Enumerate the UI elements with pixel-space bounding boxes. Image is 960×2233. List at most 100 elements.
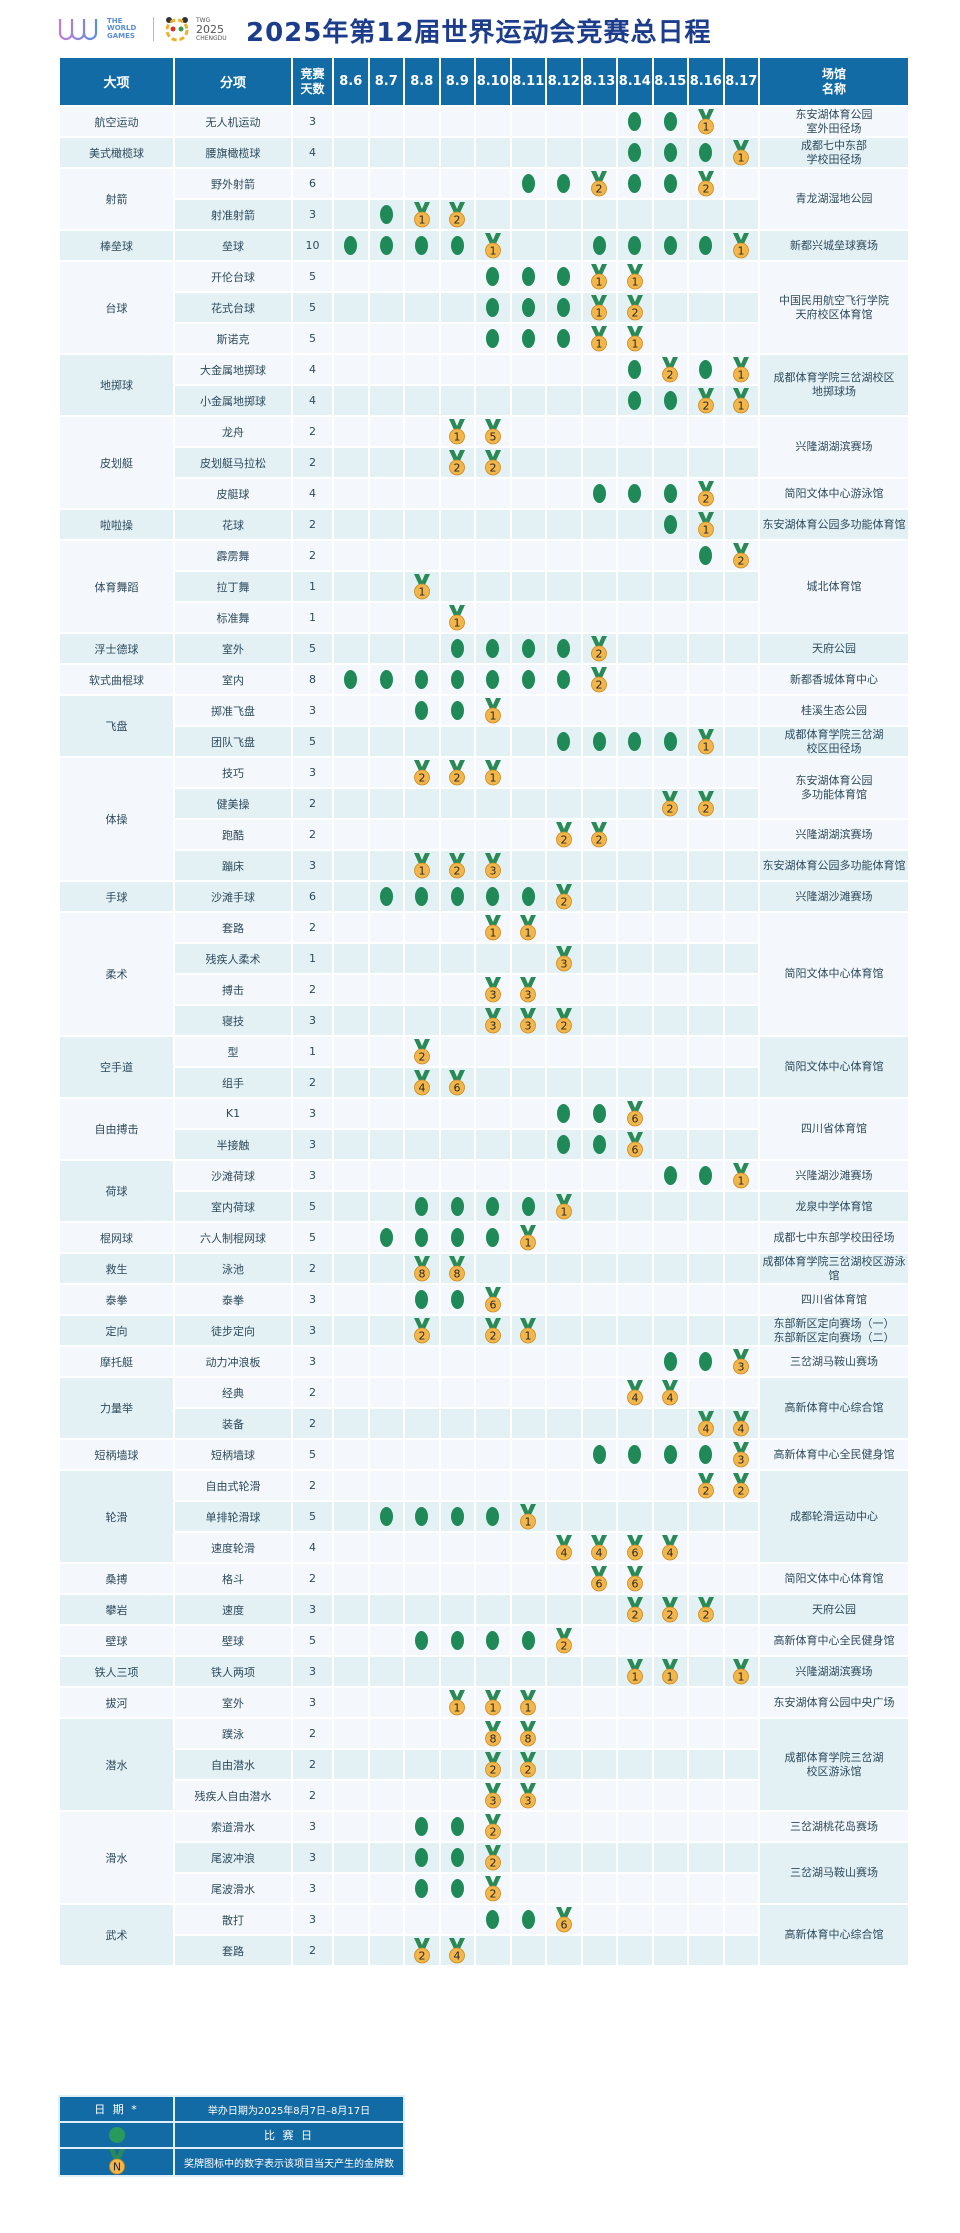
date-cell: [722, 477, 760, 510]
discipline-cell: 沙滩荷球: [173, 1159, 293, 1192]
date-cell: [580, 880, 618, 913]
competition-days-cell: 2: [291, 1469, 334, 1502]
date-cell: [403, 911, 441, 944]
discipline-cell: 小金属地掷球: [173, 384, 293, 417]
date-cell: [545, 322, 583, 355]
date-cell: [616, 880, 654, 913]
date-cell: [722, 1221, 760, 1254]
date-cell: [580, 756, 618, 789]
date-cell: [474, 1903, 512, 1936]
venue-cell: 东部新区定向赛场（一） 东部新区定向赛场（二）: [758, 1314, 910, 1347]
date-cell: [438, 508, 476, 541]
date-cell: [438, 818, 476, 851]
date-cell: [438, 229, 476, 262]
date-cell: [545, 136, 583, 169]
date-cell: [509, 1283, 547, 1316]
date-cell: [580, 1252, 618, 1285]
date-cell: [616, 942, 654, 975]
date-cell: [367, 1500, 405, 1533]
col-header-group: 大项: [58, 56, 175, 107]
venue-cell: 天府公园: [758, 1593, 910, 1626]
legend-row-medal: N 奖牌图标中的数字表示该项目当天产生的金牌数: [58, 2147, 405, 2177]
match-day-dot-icon: [108, 2127, 125, 2143]
date-cell: [687, 446, 725, 479]
venue-cell: 简阳文体中心体育馆: [758, 911, 910, 1037]
match-day-dot-icon: [450, 1817, 464, 1836]
venue-cell: 成都体育学院三岔湖 校区田径场: [758, 725, 910, 758]
date-cell: [580, 1283, 618, 1316]
date-cell: [580, 1438, 618, 1471]
date-cell: [651, 632, 689, 665]
date-cell: [616, 1159, 654, 1192]
medal-count: 6: [631, 1112, 638, 1125]
match-day-dot-icon: [521, 887, 535, 906]
match-day-dot-icon: [486, 1631, 500, 1650]
date-cell: [474, 632, 512, 665]
match-day-dot-icon: [628, 174, 642, 193]
date-cell: [722, 818, 760, 851]
date-cell: [367, 198, 405, 231]
date-cell: 1: [474, 911, 512, 944]
col-header-venue: 场馆 名称: [758, 56, 910, 107]
discipline-cell: 健美操: [173, 787, 293, 820]
date-cell: [616, 1500, 654, 1533]
medal-count: 2: [702, 399, 709, 412]
date-cell: [474, 1934, 512, 1967]
date-cell: [722, 1748, 760, 1781]
gold-medal-icon: 2: [449, 449, 466, 475]
gold-medal-icon: 2: [626, 1596, 643, 1622]
date-cell: 1: [474, 229, 512, 262]
col-header-date: 8.17: [722, 56, 760, 107]
gold-medal-icon: 3: [733, 1441, 750, 1467]
date-cell: [474, 1376, 512, 1409]
date-cell: [687, 1004, 725, 1037]
table-row: 残疾人自由潜水 2 3 3: [59, 1779, 909, 1812]
date-cell: [438, 1314, 476, 1347]
date-cell: [616, 1221, 654, 1254]
sport-group-cell: 铁人三项: [58, 1655, 175, 1688]
match-day-dot-icon: [486, 267, 500, 286]
date-cell: [545, 1128, 583, 1161]
date-cell: [509, 1035, 547, 1068]
date-cell: 2: [580, 167, 618, 200]
date-cell: [580, 1221, 618, 1254]
competition-days-cell: 3: [291, 1655, 334, 1688]
date-cell: [474, 1469, 512, 1502]
date-cell: [438, 973, 476, 1006]
competition-days-cell: 3: [291, 694, 334, 727]
date-cell: [474, 1655, 512, 1688]
date-cell: [509, 849, 547, 882]
date-cell: [509, 1097, 547, 1130]
competition-days-cell: 2: [291, 787, 334, 820]
sport-group-cell: 飞盘: [58, 694, 175, 758]
date-cell: [722, 942, 760, 975]
competition-days-cell: 4: [291, 353, 334, 386]
date-cell: [616, 353, 654, 386]
date-cell: [722, 1500, 760, 1533]
gold-medal-icon: 1: [626, 263, 643, 289]
date-cell: [509, 787, 547, 820]
date-cell: [438, 1407, 476, 1440]
date-cell: [722, 1066, 760, 1099]
match-day-dot-icon: [379, 887, 393, 906]
match-day-dot-icon: [592, 236, 606, 255]
date-cell: [332, 322, 370, 355]
date-cell: [403, 1221, 441, 1254]
date-cell: [545, 1686, 583, 1719]
date-cell: [474, 942, 512, 975]
date-cell: 1: [616, 322, 654, 355]
date-cell: [438, 1283, 476, 1316]
date-cell: [580, 911, 618, 944]
match-day-dot-icon: [415, 1197, 429, 1216]
date-cell: 2: [438, 198, 476, 231]
venue-cell: 兴隆湖湖滨赛场: [758, 415, 910, 479]
date-cell: [616, 1066, 654, 1099]
gold-medal-icon: 1: [733, 139, 750, 165]
gold-medal-icon: 2: [591, 666, 608, 692]
match-day-dot-icon: [592, 1104, 606, 1123]
date-cell: [545, 973, 583, 1006]
gold-medal-icon: 3: [520, 1782, 537, 1808]
date-cell: [367, 1035, 405, 1068]
date-cell: 6: [616, 1531, 654, 1564]
competition-days-cell: 2: [291, 1252, 334, 1285]
